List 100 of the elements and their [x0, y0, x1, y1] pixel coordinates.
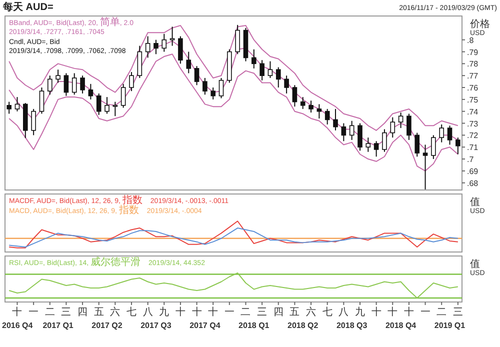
x-tick-label: 五 [94, 307, 104, 318]
x-tick-label: 一 [420, 307, 430, 318]
y-tick-label: .78 [467, 60, 479, 69]
y-tick-label: .74 [467, 107, 479, 116]
x-tick-label: 十 [208, 306, 218, 318]
x-tick-label: 十 [175, 306, 186, 318]
candlestick [56, 69, 60, 84]
candlestick [235, 24, 240, 55]
candlestick [382, 128, 387, 152]
candlestick [333, 108, 338, 131]
candlestick [194, 66, 200, 86]
x-tick-label: 三 [257, 307, 268, 318]
candlestick [137, 45, 142, 78]
candlestick [129, 72, 134, 92]
candlestick [218, 77, 224, 99]
y-tick-label: .73 [467, 119, 479, 128]
y-tick-label: .71 [467, 143, 479, 152]
candlestick [292, 84, 298, 108]
candlestick [398, 112, 404, 129]
candlestick [145, 36, 150, 58]
x-tick-label: 八 [338, 307, 349, 318]
text: 2017 Q3 [140, 321, 172, 330]
y-tick-label: .72 [467, 131, 479, 140]
candlestick [406, 113, 412, 140]
text: 2017 Q1 [42, 321, 74, 330]
candlestick [422, 144, 428, 190]
x-tick-label: 十 [371, 306, 382, 318]
candlestick [186, 51, 192, 74]
text: 2017 Q4 [190, 321, 221, 330]
candlestick [268, 60, 273, 78]
x-tick-label: 十 [12, 306, 22, 318]
candlestick [324, 108, 330, 125]
text: 2016 Q4 [2, 321, 34, 330]
candlestick [456, 137, 460, 155]
y-tick-label: .77 [467, 72, 479, 81]
candlestick [284, 75, 289, 94]
candlestick [120, 83, 126, 108]
y-tick-label: .8 [467, 36, 474, 45]
x-tick-label: 二 [240, 307, 251, 318]
candlestick [374, 140, 379, 158]
x-tick-label: 一 [28, 307, 39, 318]
candlestick [47, 75, 52, 96]
candlestick [447, 125, 452, 146]
x-tick-label: 八 [142, 307, 153, 318]
candlestick [72, 72, 77, 96]
x-tick-label: 五 [290, 307, 300, 318]
x-tick-label: 三 [452, 307, 463, 318]
candlestick [31, 108, 36, 136]
candlestick [162, 33, 167, 52]
x-tick-label: 二 [44, 307, 55, 318]
candlestick [170, 26, 175, 46]
candlestick [366, 137, 371, 152]
candlestick [39, 87, 44, 114]
candlestick [358, 122, 362, 152]
x-tick-label: 七 [322, 306, 332, 318]
candlestick [6, 101, 12, 114]
candlestick [308, 100, 314, 114]
text: 2017 Q2 [92, 321, 123, 330]
x-tick-label: 七 [126, 306, 136, 318]
y-tick-label: .68 [467, 178, 479, 188]
x-tick-label: 十 [404, 306, 414, 318]
candlestick [64, 72, 69, 96]
x-tick-label: 四 [273, 307, 284, 318]
candlestick [439, 124, 444, 143]
y-tick-label: .69 [467, 166, 479, 176]
x-tick-label: 六 [306, 306, 316, 318]
x-tick-label: 十 [388, 306, 398, 318]
y-tick-label: .7 [467, 155, 474, 164]
x-tick-label: 十 [192, 306, 202, 318]
text: 2018 Q2 [288, 321, 319, 330]
candlestick [112, 101, 118, 117]
x-tick-label: 四 [78, 307, 88, 318]
candlestick [414, 132, 420, 158]
x-tick-label: 九 [159, 306, 170, 318]
text: 2018 Q1 [238, 321, 270, 330]
candlestick [154, 39, 158, 55]
text: 2018 Q4 [385, 321, 417, 330]
candlestick [300, 96, 306, 110]
candlestick [96, 92, 102, 116]
y-tick-label: .76 [467, 84, 479, 93]
chart-title: 每天 AUD= [2, 1, 54, 13]
x-tick-label: 二 [436, 307, 447, 318]
y-tick-label: .79 [467, 48, 479, 57]
candlestick [178, 36, 183, 64]
candlestick [316, 104, 322, 119]
candlestick [390, 116, 396, 138]
x-tick-label: 六 [110, 306, 120, 318]
text: 2018 Q3 [336, 321, 368, 330]
candlestick [14, 96, 20, 112]
candlestick [104, 96, 110, 114]
candlestick [80, 75, 85, 94]
candlestick [349, 120, 354, 140]
line-series [8, 54, 458, 172]
candlestick [202, 77, 208, 96]
candlestick [341, 122, 346, 142]
x-tick-label: 一 [224, 307, 234, 318]
candlestick [88, 83, 94, 100]
line-series [8, 25, 458, 131]
candlestick [431, 134, 436, 160]
text: 2019 Q1 [434, 321, 466, 330]
